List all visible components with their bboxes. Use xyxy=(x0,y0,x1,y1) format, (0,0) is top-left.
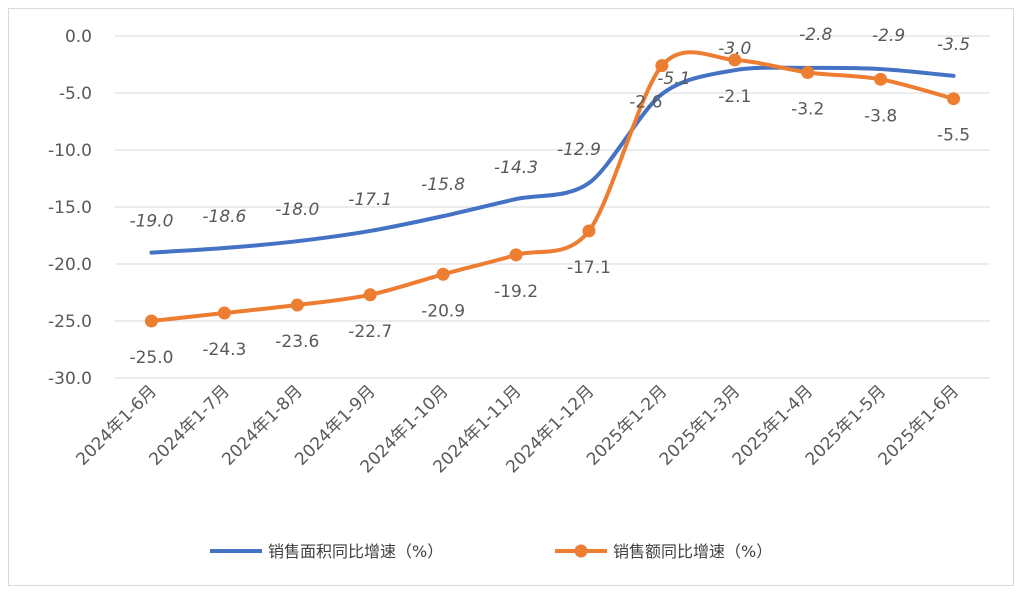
data-label: -14.3 xyxy=(494,158,538,178)
data-label: -2.1 xyxy=(718,87,751,107)
data-label: -12.9 xyxy=(557,140,601,160)
data-point-marker xyxy=(582,224,596,238)
data-point-marker xyxy=(874,72,888,86)
data-label: -19.2 xyxy=(494,282,538,302)
data-label: -5.5 xyxy=(937,126,970,146)
data-label: -20.9 xyxy=(421,301,465,321)
data-label: -19.0 xyxy=(129,212,173,232)
data-label: -22.7 xyxy=(348,322,392,342)
y-tick-label: -25.0 xyxy=(48,312,92,332)
data-label: -17.1 xyxy=(348,190,392,210)
data-label: -23.6 xyxy=(275,332,319,352)
data-label: -3.5 xyxy=(937,35,970,55)
data-point-marker xyxy=(728,53,742,67)
chart-frame xyxy=(8,8,1014,586)
y-tick-label: -20.0 xyxy=(48,255,92,275)
legend: 销售面积同比增速（%） 销售额同比增速（%） xyxy=(210,542,772,561)
series-lines xyxy=(144,50,961,328)
y-tick-label: -30.0 xyxy=(48,369,92,389)
data-point-marker xyxy=(144,314,158,328)
legend-label: 销售面积同比增速（%） xyxy=(268,542,443,561)
data-label: -3.2 xyxy=(791,99,824,119)
data-label: -17.1 xyxy=(567,258,611,278)
data-label: -15.8 xyxy=(421,175,465,195)
y-axis-ticks: 0.0 -5.0 -10.0 -15.0 -20.0 -25.0 -30.0 xyxy=(48,27,92,389)
data-labels: -19.0 -18.6 -18.0 -17.1 -15.8 -14.3 -12.9 -5.1 -… xyxy=(129,25,970,368)
y-tick-label: -5.0 xyxy=(59,84,92,104)
data-label: -25.0 xyxy=(129,348,173,368)
y-tick-label: -15.0 xyxy=(48,198,92,218)
legend-label: 销售额同比增速（%） xyxy=(613,542,772,561)
data-point-marker xyxy=(947,92,961,106)
data-label: -18.6 xyxy=(202,207,246,227)
data-point-marker xyxy=(801,65,815,79)
data-point-marker xyxy=(290,298,304,312)
data-point-marker xyxy=(509,248,523,262)
data-label: -24.3 xyxy=(202,340,246,360)
data-label: -2.9 xyxy=(872,26,905,46)
data-point-marker xyxy=(217,306,231,320)
data-label: -2.8 xyxy=(799,25,832,45)
data-label: -3.0 xyxy=(718,39,751,59)
data-point-marker xyxy=(363,288,377,302)
data-label: -18.0 xyxy=(275,200,319,220)
data-label: -2.6 xyxy=(629,93,662,113)
data-label: -3.8 xyxy=(864,106,897,126)
legend-marker xyxy=(574,544,588,558)
gridlines xyxy=(115,35,990,379)
data-point-marker xyxy=(655,59,669,73)
y-tick-label: 0.0 xyxy=(65,27,92,47)
y-tick-label: -10.0 xyxy=(48,141,92,161)
data-label: -5.1 xyxy=(657,69,690,89)
series-line-1 xyxy=(149,65,956,255)
data-point-marker xyxy=(436,267,450,281)
x-axis-ticks: 2024年1-6月2024年1-7月2024年1-8月2024年1-9月2024… xyxy=(73,381,963,477)
